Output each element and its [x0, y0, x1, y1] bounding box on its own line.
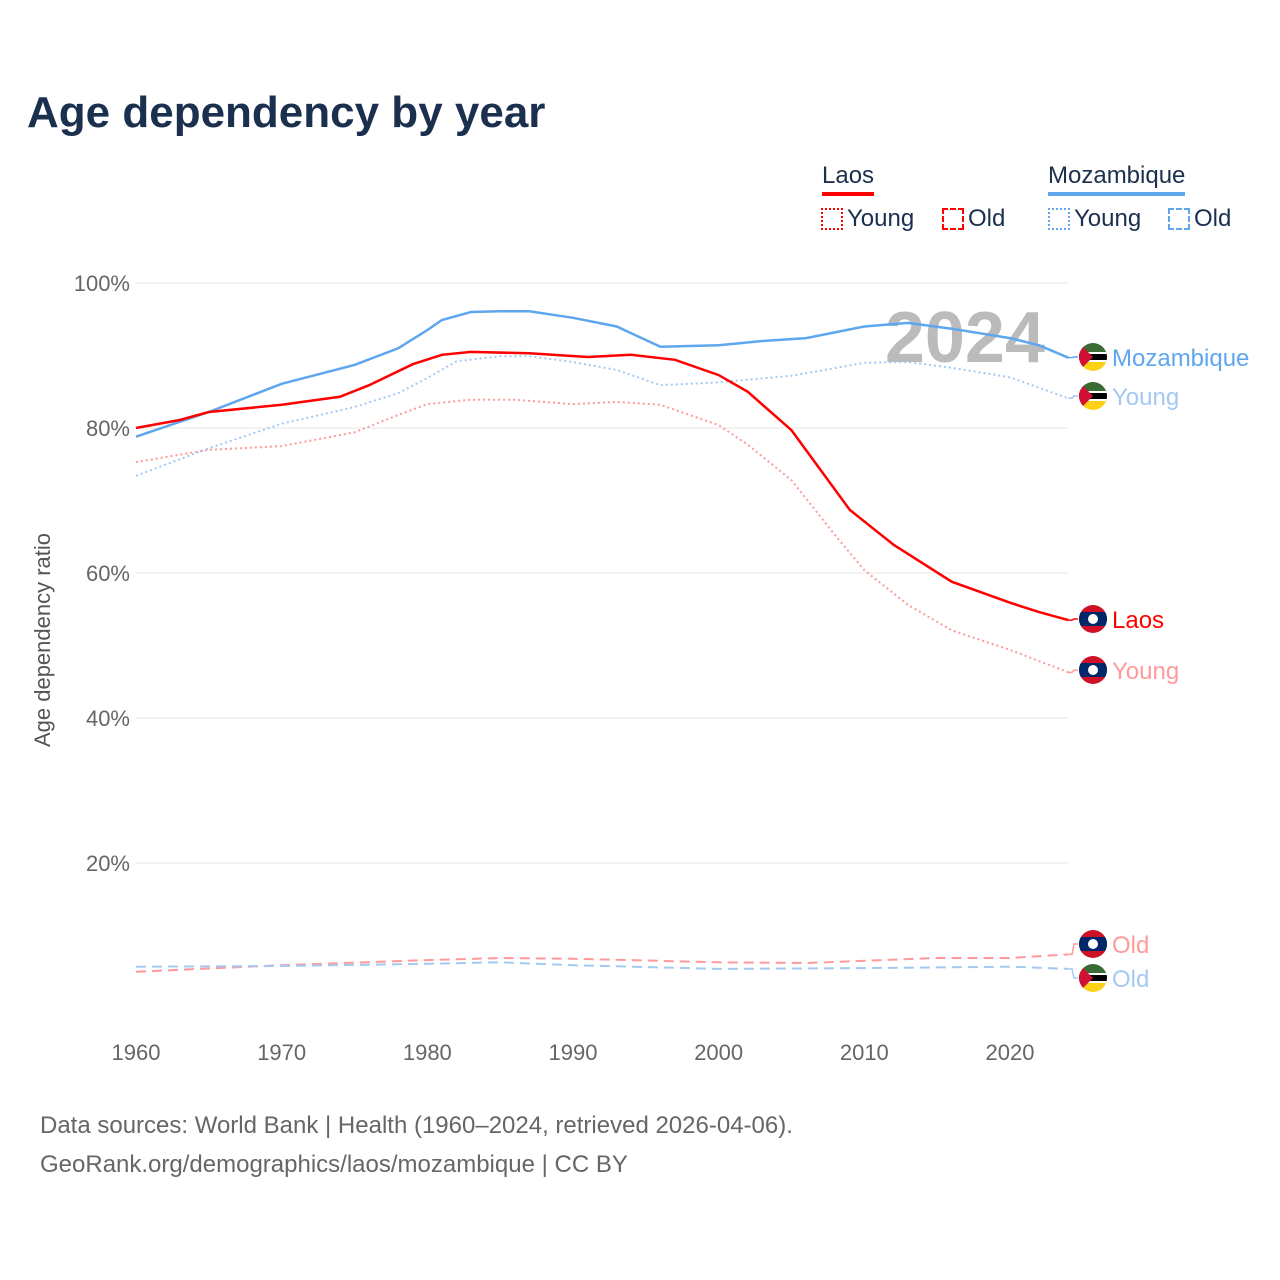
y-tick-label: 40% — [86, 706, 130, 731]
x-tick-label: 1960 — [112, 1040, 161, 1065]
series-end-label: Mozambique — [1112, 345, 1249, 372]
laos-flag-icon — [1079, 605, 1107, 633]
series-line-mozambique-old[interactable] — [135, 961, 1069, 970]
series-end-label: Old — [1112, 932, 1149, 959]
mozambique-flag-icon — [1079, 964, 1107, 992]
legend-label: Young — [847, 205, 915, 232]
label-connector — [1068, 618, 1078, 621]
data-sources: Data sources: World Bank | Health (1960–… — [40, 1112, 793, 1139]
mozambique-flag-icon — [1079, 343, 1107, 371]
series-line-laos-old[interactable] — [135, 953, 1069, 973]
series-line-mozambique[interactable] — [135, 310, 1069, 438]
chart-title: Age dependency by year — [27, 88, 546, 137]
x-tick-label: 2020 — [986, 1040, 1035, 1065]
series-end-label: Young — [1112, 658, 1179, 685]
legend-label: Old — [968, 205, 1006, 232]
dotted-swatch-icon — [821, 208, 843, 230]
footer: Data sources: World Bank | Health (1960–… — [40, 1106, 793, 1184]
series-end-label: Old — [1112, 966, 1149, 993]
series-end-label: Young — [1112, 384, 1179, 411]
dotted-swatch-icon — [1048, 208, 1070, 230]
dashed-swatch-icon — [1168, 208, 1190, 230]
label-connector — [1068, 669, 1078, 674]
label-connector — [1068, 968, 1078, 979]
y-tick-label: 100% — [74, 271, 130, 296]
x-tick-label: 1980 — [403, 1040, 452, 1065]
label-connector — [1068, 943, 1078, 956]
y-tick-label: 80% — [86, 416, 130, 441]
dashed-swatch-icon — [942, 208, 964, 230]
series-line-laos-young[interactable] — [135, 398, 1069, 674]
laos-flag-icon — [1079, 930, 1107, 958]
plot-area: 20% 40% 60% 80% 100% 1960 1970 1980 1990 2000 2010… — [30, 271, 1249, 1065]
x-tick-label: 2000 — [694, 1040, 743, 1065]
legend-laos-old[interactable]: Old — [942, 205, 1005, 233]
legend-mozambique[interactable]: Mozambique — [1048, 162, 1186, 196]
legend-laos-young[interactable]: Young — [821, 205, 914, 233]
series-line-laos[interactable] — [135, 350, 1069, 622]
legend-laos[interactable]: Laos — [822, 162, 875, 196]
legend-mozambique-young[interactable]: Young — [1048, 205, 1141, 233]
legend-label: Young — [1074, 205, 1142, 232]
label-connector — [1068, 356, 1078, 359]
y-tick-label: 20% — [86, 851, 130, 876]
label-connector — [1068, 395, 1078, 400]
year-watermark: 2024 — [885, 298, 1045, 378]
source-link[interactable]: GeoRank.org/demographics/laos/mozambique… — [40, 1151, 628, 1178]
x-tick-label: 1990 — [549, 1040, 598, 1065]
laos-flag-icon — [1079, 656, 1107, 684]
series-end-label: Laos — [1112, 607, 1164, 634]
legend-mozambique-old[interactable]: Old — [1168, 205, 1231, 233]
y-axis-label: Age dependency ratio — [30, 533, 55, 747]
x-tick-label: 1970 — [257, 1040, 306, 1065]
mozambique-flag-icon — [1079, 382, 1107, 410]
y-tick-label: 60% — [86, 561, 130, 586]
x-tick-label: 2010 — [840, 1040, 889, 1065]
legend-label: Old — [1194, 205, 1232, 232]
